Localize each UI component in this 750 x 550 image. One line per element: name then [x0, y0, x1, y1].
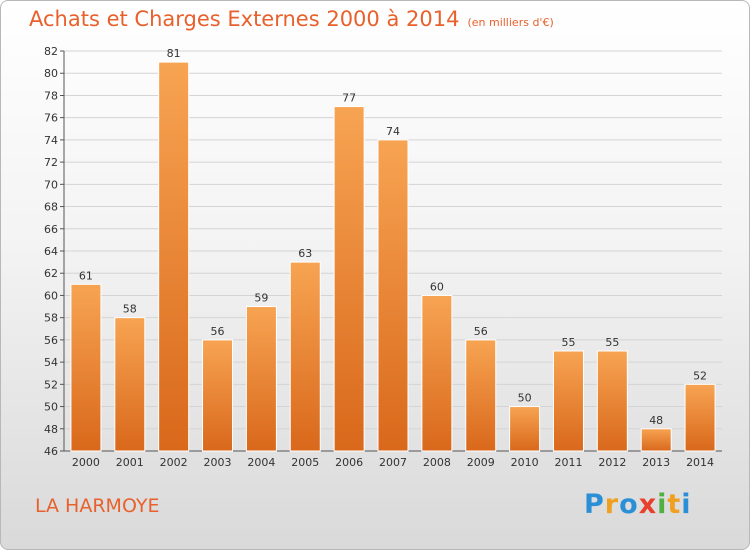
x-tick-label-2012: 2012: [598, 456, 626, 469]
bar-2000: [70, 283, 102, 452]
x-tick-label-2013: 2013: [642, 456, 670, 469]
x-tick-label-2010: 2010: [511, 456, 539, 469]
x-tick-label-2004: 2004: [247, 456, 275, 469]
y-tick-label: 72: [44, 156, 58, 169]
x-tick-label-2014: 2014: [686, 456, 714, 469]
y-tick-label: 68: [44, 201, 58, 214]
y-tick-label: 70: [44, 178, 58, 191]
data-label-2004: 59: [254, 292, 268, 305]
data-label-2013: 48: [649, 414, 663, 427]
logo-letter: x: [638, 489, 658, 520]
data-label-2006: 77: [342, 92, 356, 105]
bar-2004: [245, 306, 277, 452]
bar-2001: [114, 317, 146, 452]
data-label-2005: 63: [298, 247, 312, 260]
y-tick-label: 52: [44, 378, 58, 391]
y-tick-label: 74: [44, 134, 58, 147]
logo-letter: i: [681, 489, 692, 520]
x-tick-label-2006: 2006: [335, 456, 363, 469]
bar-2012: [596, 350, 628, 452]
bar-2011: [552, 350, 584, 452]
y-tick-label: 50: [44, 401, 58, 414]
data-label-2001: 58: [123, 303, 137, 316]
data-label-2012: 55: [605, 336, 619, 349]
logo-letter: o: [619, 489, 639, 520]
data-label-2011: 55: [561, 336, 575, 349]
chart-title: Achats et Charges Externes 2000 à 2014 (e…: [29, 7, 554, 31]
x-tick-label-2011: 2011: [554, 456, 582, 469]
data-labels: 61 58 81 56 59 63 77 74 60 56 50 55 55 48 52: [79, 47, 707, 427]
proxiti-logo: Proxiti: [584, 489, 692, 520]
logo-letter: r: [604, 489, 620, 520]
logo-letter: P: [584, 489, 605, 520]
bars: [70, 61, 716, 452]
y-tick-labels: 46 48 50 52 54 56 58 60 62 64 66 68 70 72 74 76 78 80 82: [44, 45, 58, 458]
bar-2005: [289, 261, 321, 452]
logo-letter: t: [667, 489, 682, 520]
data-label-2008: 60: [430, 280, 444, 293]
bar-2003: [202, 339, 234, 452]
data-label-2014: 52: [693, 369, 707, 382]
bar-2013: [640, 428, 672, 452]
y-tick-label: 80: [44, 67, 58, 80]
x-tick-label-2005: 2005: [291, 456, 319, 469]
bar-2009: [465, 339, 497, 452]
y-tick-label: 64: [44, 245, 58, 258]
bar-2014: [684, 383, 716, 452]
y-tick-label: 66: [44, 223, 58, 236]
x-tick-label-2002: 2002: [160, 456, 188, 469]
logo-letter: i: [657, 489, 668, 520]
x-tick-label-2007: 2007: [379, 456, 407, 469]
y-tick-label: 56: [44, 334, 58, 347]
y-tick-label: 60: [44, 289, 58, 302]
y-tick-label: 48: [44, 423, 58, 436]
x-tick-labels: 2000 2001 2002 2003 2004 2005 2006 2007 2008 2009…: [72, 456, 714, 469]
x-tick-label-2009: 2009: [467, 456, 495, 469]
data-label-2007: 74: [386, 125, 400, 138]
bar-2006: [333, 106, 365, 452]
data-label-2000: 61: [79, 269, 93, 282]
data-label-2010: 50: [518, 392, 532, 405]
data-label-2009: 56: [474, 325, 488, 338]
y-tick-label: 54: [44, 356, 58, 369]
y-tick-label: 78: [44, 89, 58, 102]
y-tick-label: 58: [44, 312, 58, 325]
chart-unit: (en milliers d'€): [467, 16, 554, 29]
data-label-2002: 81: [167, 47, 181, 60]
y-tick-label: 82: [44, 45, 58, 58]
x-tick-label-2001: 2001: [116, 456, 144, 469]
y-tick-label: 62: [44, 267, 58, 280]
bar-2008: [421, 294, 453, 452]
y-tick-label: 46: [44, 445, 58, 458]
y-tick-label: 76: [44, 112, 58, 125]
x-tick-label-2003: 2003: [204, 456, 232, 469]
data-label-2003: 56: [211, 325, 225, 338]
x-tick-label-2000: 2000: [72, 456, 100, 469]
bar-2007: [377, 139, 409, 452]
chart-title-main: Achats et Charges Externes 2000 à 2014: [29, 7, 460, 31]
town-name: LA HARMOYE: [35, 495, 160, 517]
bar-2002: [158, 61, 190, 452]
x-tick-label-2008: 2008: [423, 456, 451, 469]
bar-2010: [509, 406, 541, 452]
